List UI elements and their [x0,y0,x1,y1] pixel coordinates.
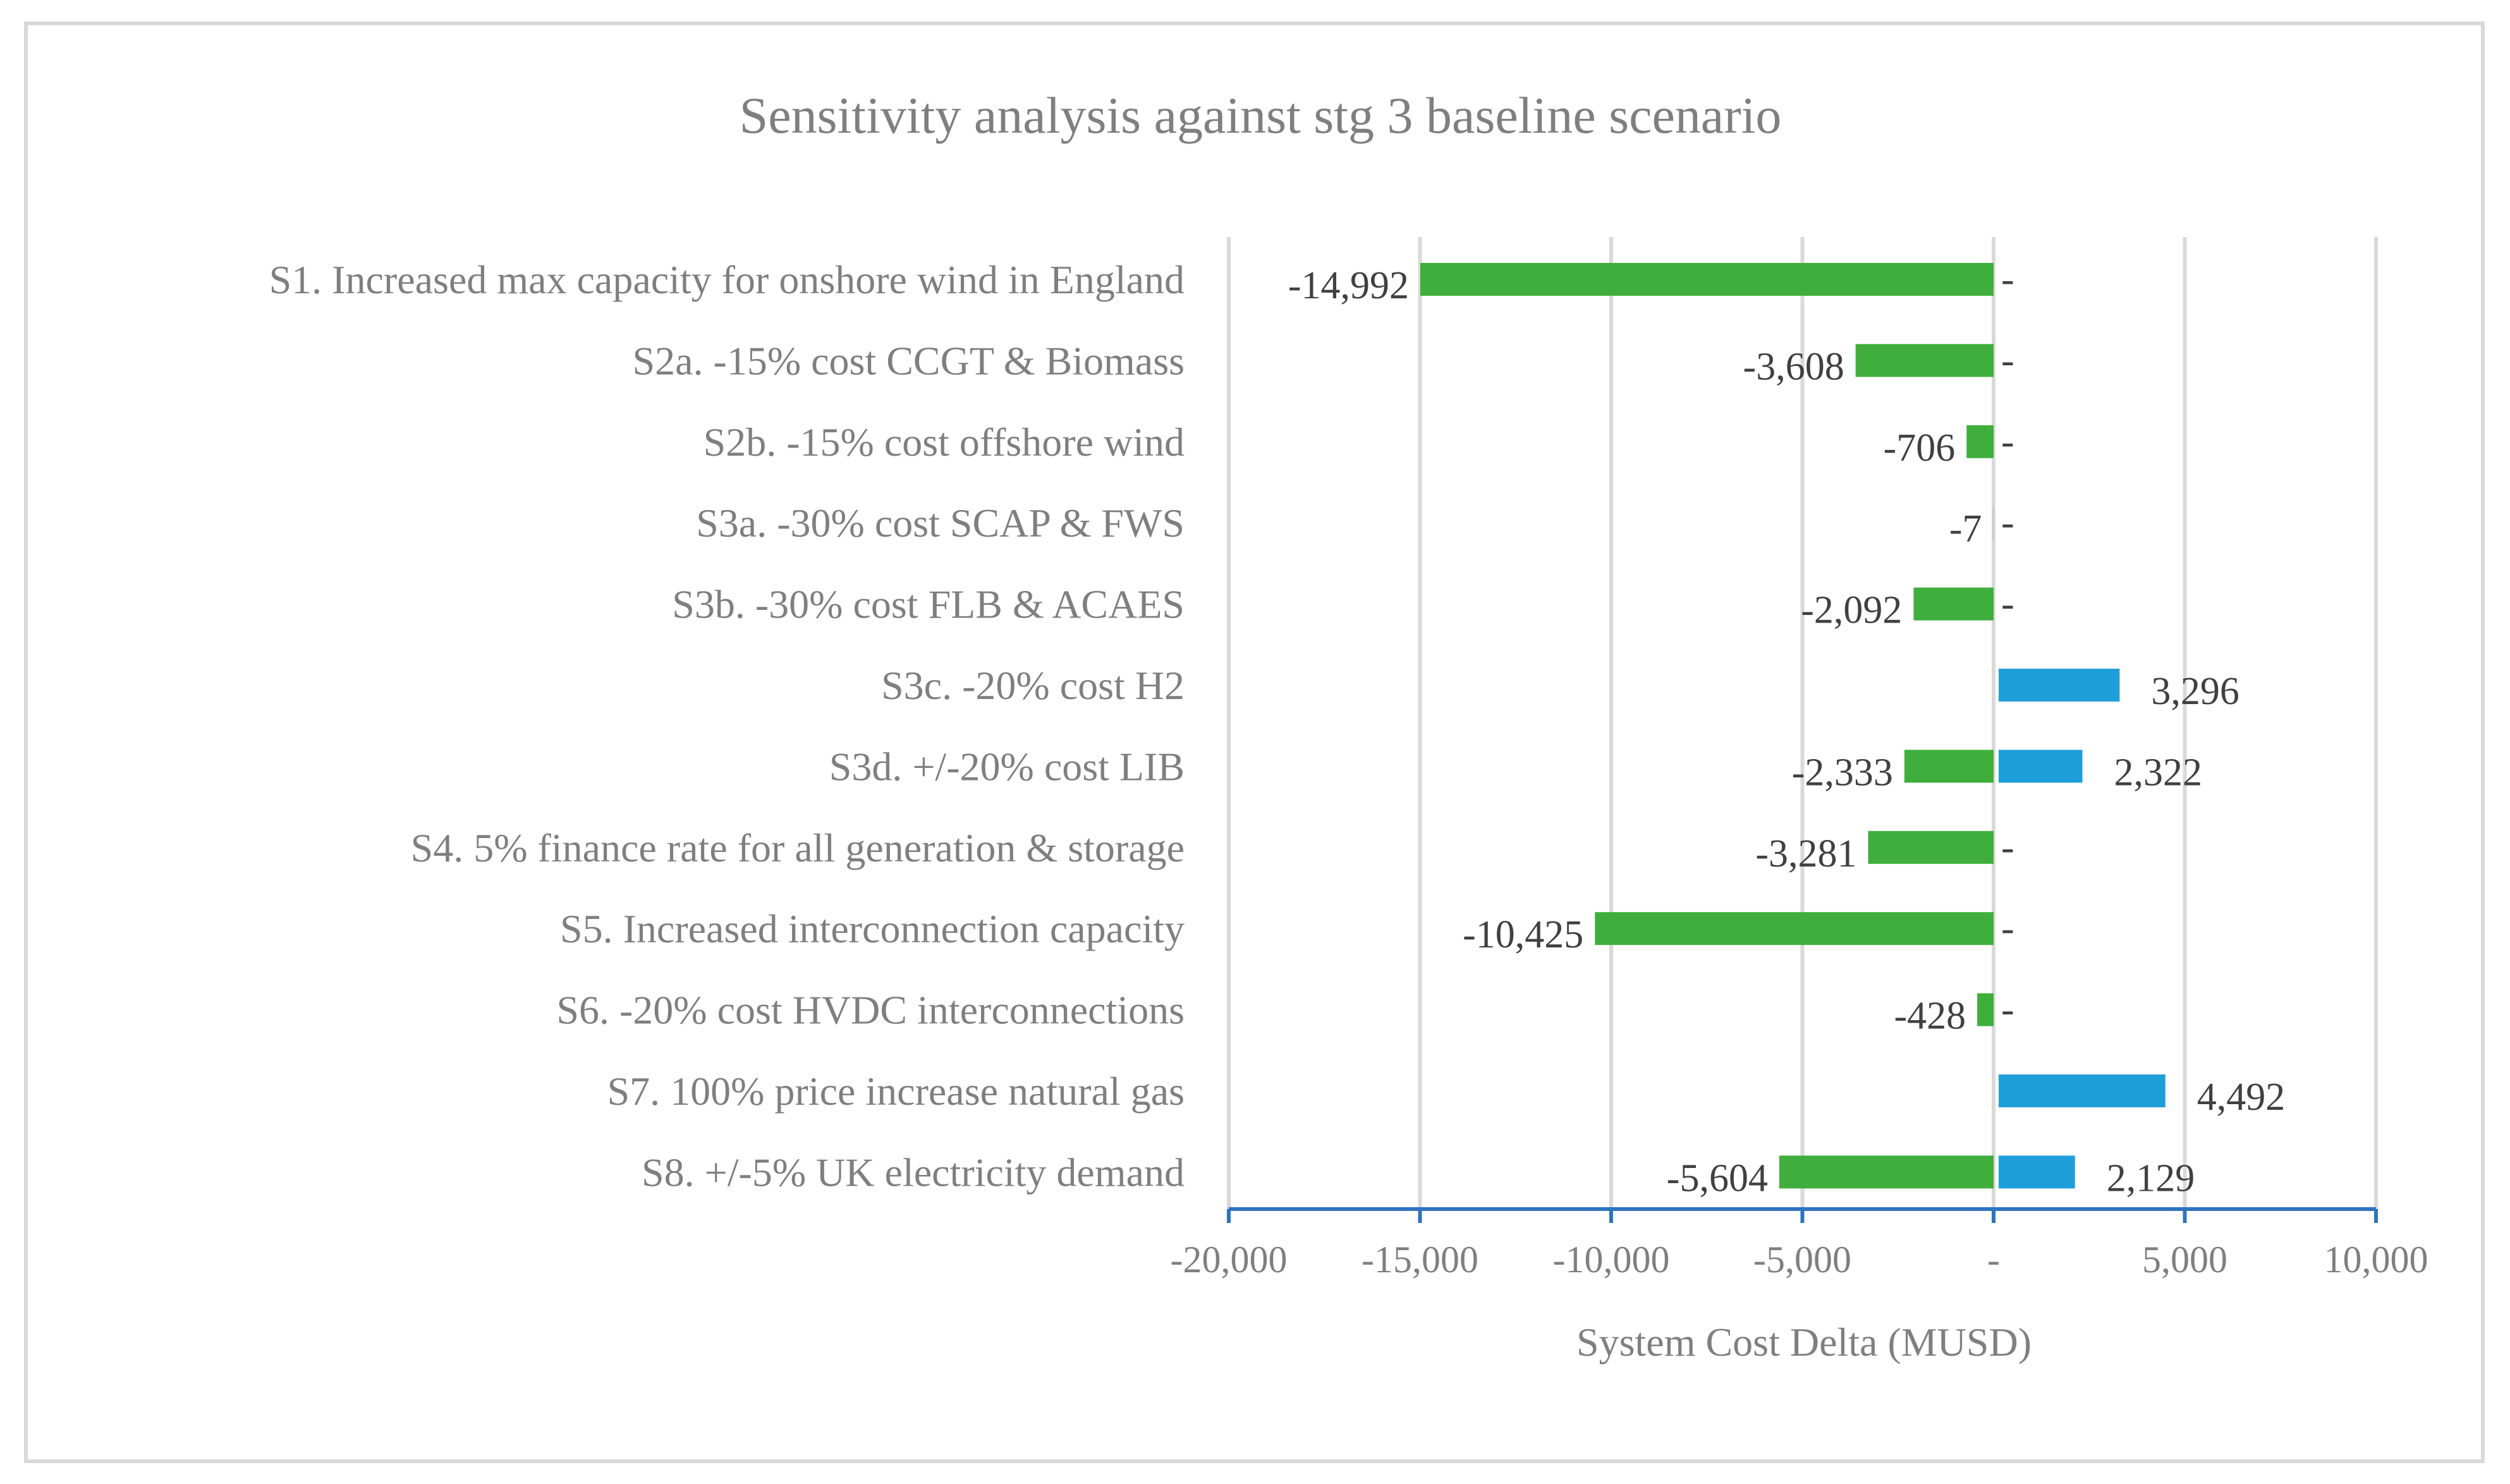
sensitivity-bar-chart: Sensitivity analysis against stg 3 basel… [269,87,2428,1365]
increase-data-label: - [2001,583,2014,626]
category-label: S6. -20% cost HVDC interconnections [556,988,1185,1033]
decrease-data-label: -5,604 [1667,1157,1768,1200]
category-label: S2a. -15% cost CCGT & Biomass [633,338,1185,383]
decrease-bar [1904,750,1994,783]
data-labels: -14,992 --3,608 --706 --7 --2,092 -3,296-2,33… [1288,258,2285,1200]
increase-bar [1999,1155,2075,1189]
increase-bar [1999,1074,2166,1107]
decrease-data-label: -2,092 [1801,589,1902,632]
increase-bar [1999,669,2120,702]
decrease-bar [1868,830,1994,864]
category-label: S3c. -20% cost H2 [881,663,1185,708]
increase-data-label: - [2001,907,2014,950]
bars [1420,263,2166,1189]
decrease-bar [1779,1155,1994,1189]
category-label: S4. 5% finance rate for all generation &… [411,825,1185,870]
x-tick-label: -15,000 [1362,1239,1478,1280]
chart-frame: Sensitivity analysis against stg 3 basel… [24,21,2485,1463]
x-tick-label: -20,000 [1171,1239,1288,1280]
decrease-data-label: -3,608 [1743,345,1844,388]
decrease-bar [1966,425,1994,458]
increase-data-label: - [2001,826,2014,869]
category-label: S5. Increased interconnection capacity [560,906,1185,951]
increase-bar [1999,750,2083,783]
increase-data-label: 3,296 [2151,670,2239,713]
decrease-bar [1595,912,1994,946]
decrease-data-label: -2,333 [1792,751,1893,794]
increase-data-label: - [2001,339,2014,382]
increase-data-label: - [2001,258,2014,301]
gridlines [1227,237,2378,1209]
decrease-bar [1913,587,1994,621]
x-axis-title: System Cost Delta (MUSD) [1576,1320,2032,1365]
x-tick-label: - [1987,1239,2000,1280]
increase-data-label: 2,129 [2107,1157,2195,1200]
category-label: S3d. +/-20% cost LIB [829,744,1185,789]
decrease-bar [1977,993,1994,1026]
increase-data-label: - [2001,501,2014,544]
category-label: S7. 100% price increase natural gas [607,1069,1185,1114]
category-label: S2b. -15% cost offshore wind [704,420,1185,465]
increase-data-label: - [2001,420,2014,463]
category-label: S1. Increased max capacity for onshore w… [269,257,1185,302]
increase-data-label: 4,492 [2197,1076,2286,1119]
x-axis: -20,000 -15,000 -10,000 -5,000-5,000 10,000 [1171,1207,2428,1280]
decrease-data-label: -706 [1884,427,1956,470]
decrease-bar [1855,344,1994,377]
decrease-data-label: -14,992 [1288,264,1409,307]
increase-data-label: 2,322 [2114,751,2202,794]
decrease-data-label: -10,425 [1463,913,1583,956]
increase-data-label: - [2001,988,2014,1031]
category-label: S3a. -30% cost SCAP & FWS [696,501,1185,545]
chart-title: Sensitivity analysis against stg 3 basel… [740,87,1782,144]
decrease-data-label: -428 [1894,995,1966,1038]
decrease-data-label: -3,281 [1755,832,1856,875]
x-tick-label: 5,000 [2142,1239,2227,1280]
category-labels: S1. Increased max capacity for onshore w… [269,257,1185,1195]
decrease-data-label: -7 [1949,508,1982,550]
decrease-bar [1420,263,1994,296]
x-tick-label: 10,000 [2324,1239,2428,1280]
category-label: S3b. -30% cost FLB & ACAES [672,582,1185,627]
category-label: S8. +/-5% UK electricity demand [642,1150,1185,1195]
x-tick-label: -10,000 [1553,1239,1670,1280]
x-tick-label: -5,000 [1753,1239,1851,1280]
